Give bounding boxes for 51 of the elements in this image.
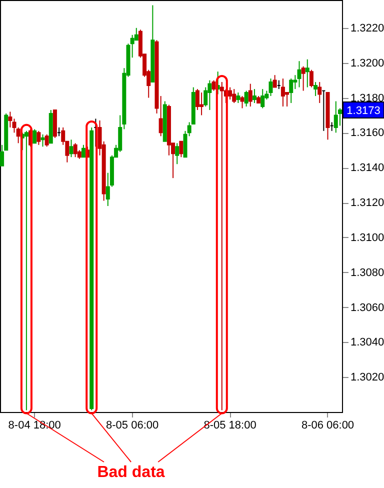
candlestick [24,130,28,411]
candlestick [32,128,37,144]
candlestick [309,69,314,88]
candlestick [318,82,322,104]
candlestick [244,90,248,107]
candlestick [81,144,86,158]
candlestick [179,140,184,158]
y-tick-label: 1.3200 [350,57,384,70]
candlestick [8,111,12,128]
y-tick-label: 1.3140 [350,162,384,174]
candlestick [297,60,302,88]
text: Bad data [97,464,165,481]
candlestick [200,92,204,116]
candlestick [236,92,240,104]
y-tick-label: 1.3180 [350,92,384,104]
y-tick-label: 1.3120 [350,197,384,210]
candlestick [252,88,256,104]
candlestick [334,100,338,134]
candlestick [280,78,285,107]
candlestick [301,66,306,92]
y-tick-label: 1.3080 [350,266,384,279]
candlestick [314,82,318,97]
candlestick [73,142,78,158]
x-tick-label: 8-05 18:00 [204,420,256,432]
candlestick [289,78,294,104]
y-tick-label: 1.3040 [350,336,384,349]
candlestick [208,80,212,110]
y-tick-label: 1.3100 [350,232,384,244]
candlestick [40,134,45,148]
candlestick [44,134,49,148]
x-tick-label: 8-06 06:00 [301,420,354,432]
y-tick-label: 1.3220 [350,22,384,34]
candlestick [228,86,232,100]
candlestick [232,88,236,104]
candlestick [240,96,244,109]
candlestick [293,74,298,90]
candlestick [69,139,74,158]
y-tick-label: 1.3160 [350,127,384,140]
annotation: 1.3173 [346,104,380,117]
candlestick [305,58,310,88]
y-tick-label: 1.3060 [350,302,384,314]
candlestick [272,74,277,88]
candlestick [36,130,41,146]
y-tick-label: 1.3020 [350,372,384,384]
candlestick [248,83,252,107]
candlestick [260,88,265,109]
candlestick [220,82,224,411]
x-tick-label: 8-05 06:00 [106,420,159,432]
candlestick [268,78,273,97]
candlestick [212,80,216,92]
candlestick [175,142,180,165]
